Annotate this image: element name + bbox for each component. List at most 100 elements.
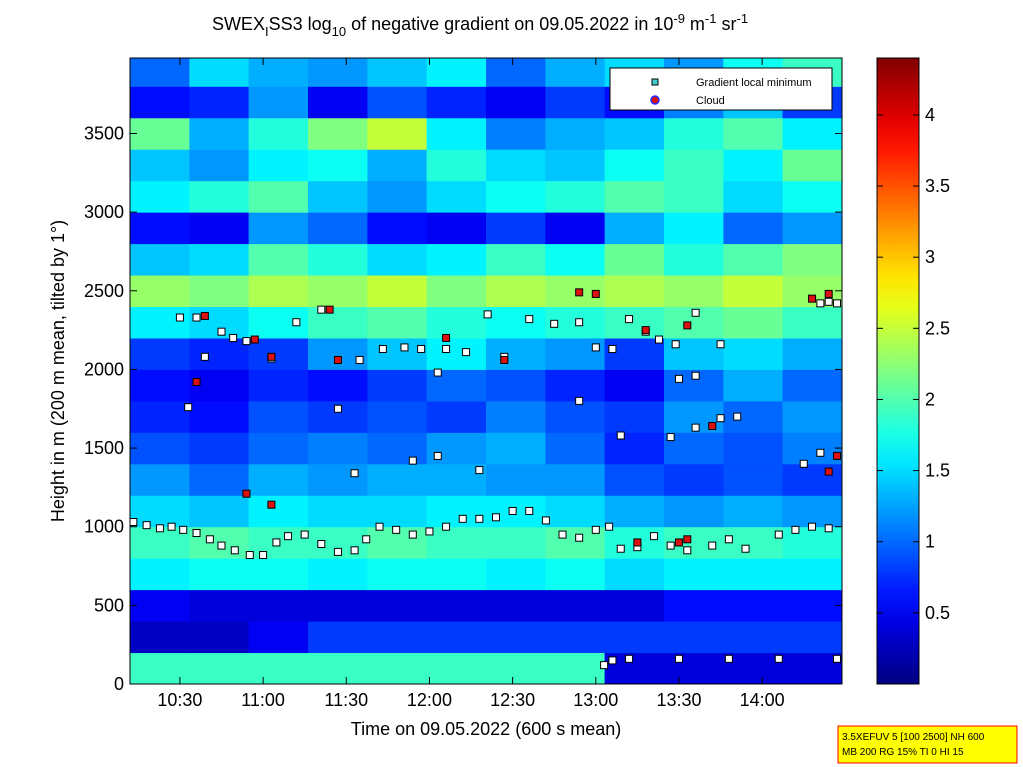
- title-part: m: [685, 14, 705, 34]
- heat-cell: [308, 337, 368, 370]
- heat-cell: [723, 180, 784, 213]
- title-part: -1: [705, 11, 717, 26]
- point: [250, 335, 259, 344]
- heat-cell: [308, 432, 368, 465]
- title-part: of negative gradient on 09.05.2022 in 10: [346, 14, 673, 34]
- point: [392, 525, 401, 534]
- colorbar-tick-label: 2.5: [925, 318, 950, 338]
- x-tick-label: 12:30: [490, 690, 535, 710]
- plot-frame: [129, 57, 843, 685]
- point: [292, 318, 301, 327]
- heat-cell: [782, 589, 842, 622]
- legend-box: [609, 67, 833, 111]
- heat-cell: [664, 589, 724, 622]
- point: [378, 344, 387, 353]
- heat-cell: [426, 149, 487, 182]
- heat-cell: [367, 589, 428, 622]
- y-axis-label: Height in m (200 m mean, tilted by 1°): [48, 220, 68, 522]
- heat-cell: [604, 589, 665, 622]
- point: [733, 412, 742, 421]
- point: [716, 414, 725, 423]
- point: [408, 456, 417, 465]
- heat-cell: [367, 243, 428, 276]
- point: [671, 340, 680, 349]
- heat-cell: [426, 306, 487, 339]
- heat-cell: [604, 337, 665, 370]
- point: [616, 544, 625, 553]
- legend-label: Cloud: [696, 95, 725, 107]
- point: [591, 289, 600, 298]
- point: [575, 533, 584, 542]
- heat-cell: [486, 117, 546, 150]
- heat-cell: [308, 180, 368, 213]
- heat-cell: [486, 400, 546, 433]
- heat-cell: [723, 463, 784, 496]
- heat-cell: [189, 337, 250, 370]
- heat-cell: [664, 180, 724, 213]
- point: [816, 448, 825, 457]
- heat-cell: [545, 495, 606, 528]
- heat-cell: [189, 400, 250, 433]
- heat-cell: [189, 180, 250, 213]
- heat-cell: [367, 306, 428, 339]
- heat-cell: [723, 526, 784, 559]
- x-tick-label: 11:30: [324, 690, 368, 710]
- heat-cell: [367, 212, 428, 245]
- heat-cell: [426, 243, 487, 276]
- heat-cell: [367, 432, 428, 465]
- x-tick-label: 11:00: [241, 690, 285, 710]
- heat-cell: [782, 306, 842, 339]
- title-part: SS3 log: [269, 14, 332, 34]
- heat-cell: [248, 589, 309, 622]
- heat-cell: [248, 243, 309, 276]
- point: [833, 451, 842, 460]
- point: [774, 530, 783, 539]
- heat-cell: [248, 463, 309, 496]
- point: [462, 348, 471, 357]
- heat-cell: [308, 58, 368, 87]
- point: [230, 546, 239, 555]
- point: [808, 522, 817, 531]
- heat-cell: [189, 212, 250, 245]
- point: [205, 535, 214, 544]
- point: [350, 546, 359, 555]
- point: [625, 654, 634, 663]
- colorbar-tick-label: 1.5: [925, 461, 950, 481]
- title-part: 10: [332, 24, 346, 39]
- point: [824, 524, 833, 533]
- point: [541, 516, 550, 525]
- heat-cell: [189, 58, 250, 87]
- heat-cell: [664, 463, 724, 496]
- heat-cell: [367, 495, 428, 528]
- heat-cell: [604, 369, 665, 402]
- heat-cell: [426, 275, 487, 308]
- point: [824, 297, 833, 306]
- heat-cell: [604, 306, 665, 339]
- heat-cell: [486, 432, 546, 465]
- heat-cell: [486, 212, 546, 245]
- colorbar-tick-label: 4: [925, 105, 935, 125]
- heat-cell: [308, 212, 368, 245]
- heat-cell: [782, 652, 842, 684]
- heat-cell: [248, 86, 309, 119]
- heat-cell: [248, 495, 309, 528]
- point: [666, 433, 675, 442]
- point: [200, 352, 209, 361]
- heat-cell: [664, 117, 724, 150]
- y-tick-label: 3500: [84, 123, 124, 143]
- heat-cell: [723, 495, 784, 528]
- heat-cell: [130, 243, 190, 276]
- heat-cell: [723, 558, 784, 591]
- point: [442, 522, 451, 531]
- heat-cell: [189, 86, 250, 119]
- heat-cell: [486, 149, 546, 182]
- point: [774, 654, 783, 663]
- point: [192, 313, 201, 322]
- heat-cell: [723, 306, 784, 339]
- heat-cell: [367, 117, 428, 150]
- heat-cell: [723, 369, 784, 402]
- heat-cell: [130, 275, 190, 308]
- point: [242, 489, 251, 498]
- point: [245, 551, 254, 560]
- heat-cell: [308, 275, 368, 308]
